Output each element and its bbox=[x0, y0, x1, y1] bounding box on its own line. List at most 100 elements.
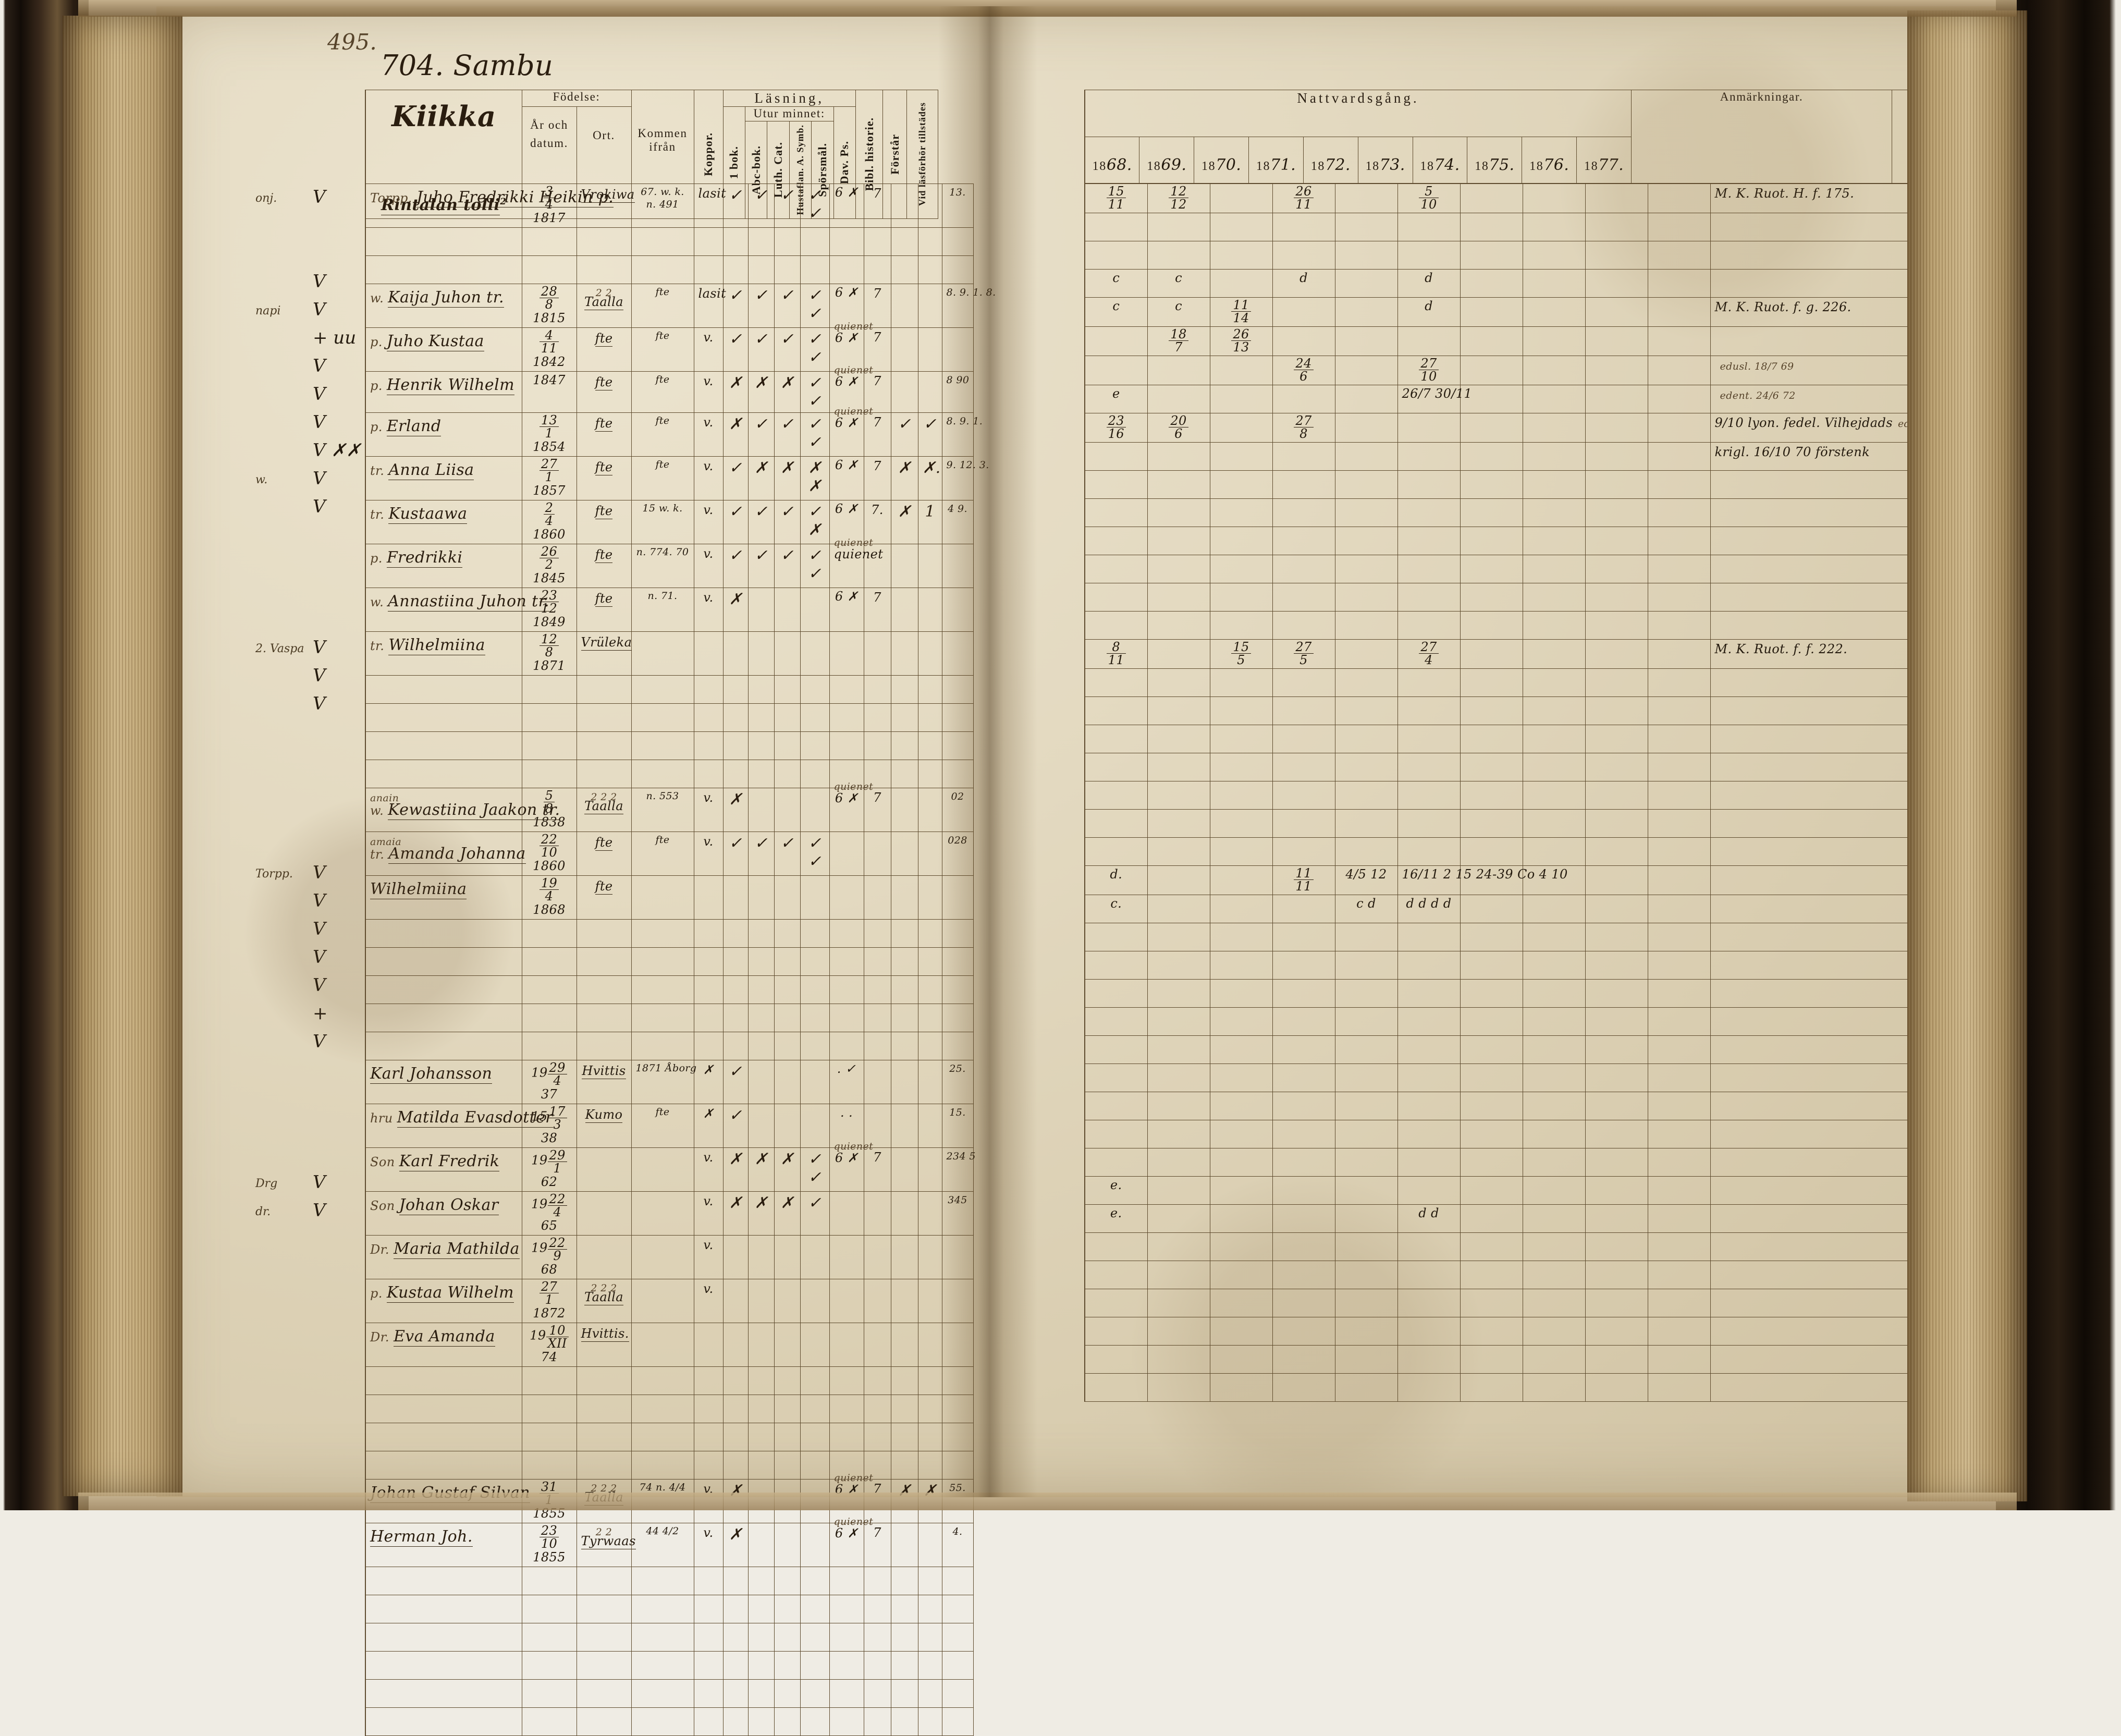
cell-1-bok bbox=[722, 875, 749, 920]
cell-koppor: ✗ bbox=[693, 1060, 724, 1104]
cell-abc-bok bbox=[747, 1279, 775, 1323]
cell-communion-69 bbox=[1147, 442, 1210, 471]
cell-communion-71: 24 6 bbox=[1272, 356, 1335, 385]
cell-forstar bbox=[917, 875, 942, 920]
cell-communion-69: 18 7 bbox=[1147, 326, 1210, 356]
cell-communion-71 bbox=[1272, 1035, 1335, 1064]
cell-communion-70 bbox=[1209, 385, 1273, 413]
cell-communion-77 bbox=[1647, 639, 1711, 669]
cell-communion-73 bbox=[1397, 1007, 1461, 1036]
cell-communion-70 bbox=[1209, 413, 1273, 443]
cell-communion-71 bbox=[1272, 979, 1335, 1008]
cell-abc-bok bbox=[747, 1523, 775, 1567]
table-row: e.d dn. 1. 15. bbox=[1084, 1204, 2050, 1233]
cell-abc-bok bbox=[747, 631, 775, 676]
cell-name: p. Fredrikki bbox=[365, 544, 522, 588]
year-printed-prefix: 18 bbox=[1475, 160, 1489, 173]
cell-communion-76 bbox=[1585, 385, 1648, 413]
year-header-row: 1868. 1869. 1870. 1871. 1872. 1873. 1874. 1875.… bbox=[1084, 137, 1970, 184]
blank-row bbox=[1084, 241, 2050, 270]
cell-1-bok bbox=[722, 1323, 749, 1367]
cell-koppor: v. bbox=[693, 788, 724, 832]
cell-koppor bbox=[693, 875, 724, 920]
cell-bibl-historie: ✗ bbox=[890, 456, 918, 500]
cell-communion-68: c bbox=[1084, 269, 1148, 298]
cell-dav-ps bbox=[863, 1235, 891, 1279]
cell-communion-73: 26/7 30/11 bbox=[1397, 385, 1472, 413]
cell-communion-73 bbox=[1397, 923, 1461, 951]
cell-communion-76 bbox=[1585, 297, 1648, 327]
cell-communion-69 bbox=[1147, 923, 1210, 951]
cell-vid-lasforhor: 02 bbox=[941, 788, 974, 832]
cell-communion-72: c d bbox=[1334, 895, 1398, 923]
cell-communion-70 bbox=[1209, 470, 1273, 499]
margin-occupation-note: w. bbox=[255, 473, 268, 486]
margin-check-mark: V bbox=[313, 496, 326, 517]
cell-communion-70 bbox=[1209, 184, 1273, 213]
cell-abc-bok bbox=[747, 1235, 775, 1279]
cell-communion-71: 11 11 bbox=[1272, 865, 1335, 895]
cell-koppor: v. bbox=[693, 412, 724, 457]
person-name: Kustaawa bbox=[388, 505, 468, 524]
cell-sporsmal: quienet 6 ✗ bbox=[829, 407, 873, 457]
cell-communion-69 bbox=[1147, 1204, 1210, 1233]
blank-row bbox=[365, 975, 974, 1004]
cell-vid-lasforhor: 4 9. bbox=[941, 500, 974, 544]
margin-check-mark: V ✗✗ bbox=[313, 440, 361, 461]
cell-forstar bbox=[917, 544, 942, 588]
cell-communion-72 bbox=[1334, 923, 1398, 951]
cell-communion-75 bbox=[1522, 498, 1586, 527]
cell-abc-bok: ✗ bbox=[747, 456, 775, 500]
cell-communion-74 bbox=[1460, 297, 1523, 327]
cell-koppor: v. bbox=[693, 1147, 724, 1192]
cell-abc-bok: ✓ bbox=[747, 184, 775, 228]
cell-communion-75 bbox=[1522, 668, 1586, 697]
table-row: p. Juho Kustaa 4 11 1842 fte fte v. ✓ ✓ ✓ ✓ ✓ quie… bbox=[365, 322, 974, 372]
cell-dav-ps: 7. bbox=[863, 500, 891, 544]
cell-forstar bbox=[917, 1323, 942, 1367]
cell-1-bok: ✓ bbox=[722, 284, 749, 328]
cell-communion-73: d bbox=[1397, 269, 1461, 298]
cell-communion-73: d d bbox=[1397, 1204, 1461, 1233]
cell-kommen-ifran bbox=[631, 1235, 694, 1279]
cell-communion-73 bbox=[1397, 951, 1461, 980]
cell-communion-74 bbox=[1460, 639, 1523, 669]
year-printed-prefix: 18 bbox=[1147, 160, 1161, 173]
cell-name: p. Henrik Wilhelm bbox=[365, 371, 522, 413]
cell-communion-72 bbox=[1334, 413, 1398, 443]
cell-kommen-ifran: fte bbox=[631, 412, 694, 457]
cell-birth-place: fte bbox=[576, 456, 632, 500]
cell-communion-77 bbox=[1647, 1007, 1711, 1036]
cell-hustaflan: ✗ ✗ bbox=[800, 456, 830, 500]
cell-kommen-ifran: n. 553 bbox=[631, 788, 694, 832]
cell-communion-71 bbox=[1272, 923, 1335, 951]
cell-communion-69 bbox=[1147, 668, 1210, 697]
page-block-right bbox=[1907, 10, 2027, 1501]
cell-communion-69 bbox=[1147, 1035, 1210, 1064]
cell-communion-73 bbox=[1397, 1035, 1461, 1064]
year-printed-prefix: 18 bbox=[1529, 160, 1544, 173]
person-name: Kaija Juhon tr. bbox=[388, 288, 504, 308]
cell-communion-77 bbox=[1647, 326, 1711, 356]
cell-communion-74 bbox=[1460, 979, 1523, 1008]
cell-communion-73: 27 4 bbox=[1397, 639, 1461, 669]
cell-communion-71 bbox=[1272, 297, 1335, 327]
cell-name: w. Annastiina Juhon tr. bbox=[365, 588, 549, 632]
cell-bibl-historie bbox=[890, 832, 918, 876]
cell-communion-69 bbox=[1147, 696, 1210, 725]
cell-communion-75 bbox=[1522, 696, 1586, 725]
cell-koppor: v. bbox=[693, 832, 724, 876]
cell-koppor: v. bbox=[693, 371, 724, 413]
cell-birth-place: fte bbox=[576, 327, 632, 372]
cell-communion-77 bbox=[1647, 951, 1711, 980]
cell-birth-place: fte bbox=[576, 412, 632, 457]
margin-check-mark: V bbox=[313, 1172, 326, 1193]
blank-row bbox=[1084, 753, 2050, 781]
cell-communion-77 bbox=[1647, 923, 1711, 951]
cell-sporsmal: . ✓ bbox=[829, 1060, 864, 1104]
cell-abc-bok: ✓ bbox=[747, 327, 775, 372]
cell-hustaflan: ✓ ✓ bbox=[800, 327, 830, 372]
